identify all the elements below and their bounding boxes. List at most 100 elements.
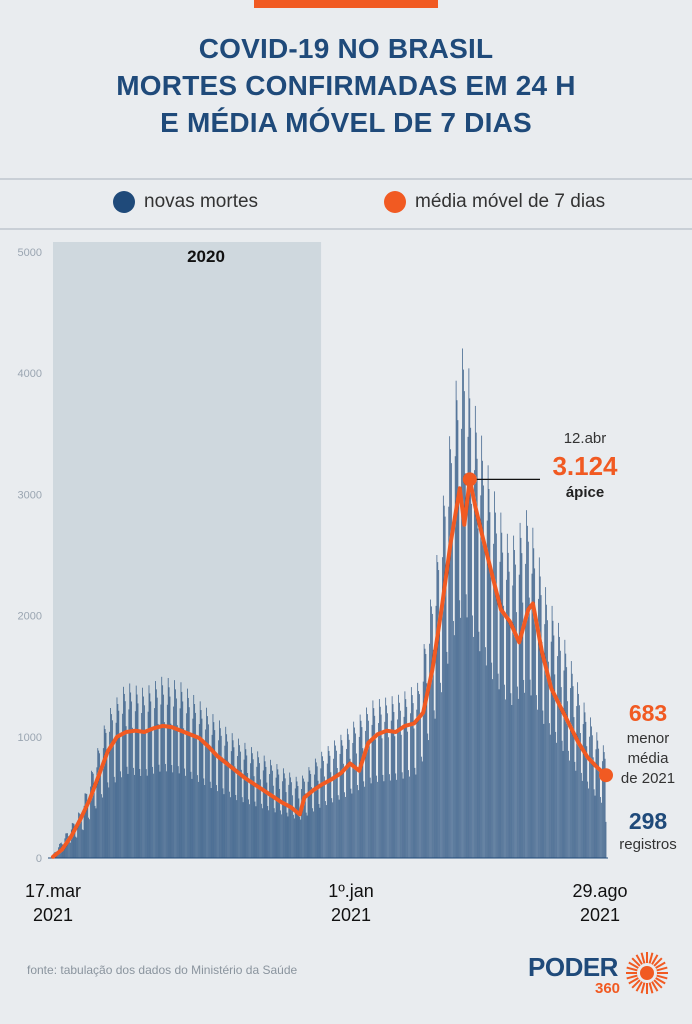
death-bar [582, 724, 584, 858]
death-bar [403, 716, 405, 858]
death-bar [87, 802, 89, 858]
death-bar [202, 742, 204, 858]
death-bar [555, 731, 557, 858]
death-bar [506, 533, 508, 858]
death-bar [263, 755, 265, 858]
death-bar [97, 748, 99, 858]
death-bar [302, 775, 303, 858]
death-bar [468, 368, 470, 858]
death-bar [258, 757, 260, 858]
death-bar [140, 775, 142, 858]
death-bar [271, 765, 272, 858]
death-bar [111, 714, 112, 858]
death-bar [175, 689, 176, 858]
death-bar [417, 682, 419, 858]
death-bar [235, 794, 237, 858]
death-bar [304, 793, 306, 858]
death-bar [147, 711, 149, 858]
logo-text: PODER [528, 952, 618, 982]
death-bar [100, 768, 101, 858]
death-bar [477, 528, 479, 858]
death-bar [464, 473, 466, 858]
death-bar [550, 641, 552, 858]
death-bar [372, 700, 374, 858]
lowest-caption-line: de 2021 [621, 770, 675, 787]
peak-caption: ápice [566, 484, 604, 501]
death-bar [591, 726, 592, 858]
death-bar [569, 760, 570, 858]
death-bar [217, 791, 218, 858]
death-bar [156, 697, 158, 858]
death-bar [159, 771, 161, 858]
death-bar [121, 777, 122, 858]
death-bar [91, 772, 93, 858]
death-bar [335, 745, 336, 858]
death-bar [200, 710, 202, 858]
death-bar [580, 733, 581, 858]
death-bar [180, 682, 182, 858]
death-bar [513, 535, 515, 858]
death-bar [69, 842, 70, 858]
death-bar [171, 765, 173, 858]
death-bar [319, 807, 321, 858]
death-bar [189, 733, 191, 858]
death-bar [435, 605, 437, 858]
death-bar [437, 562, 439, 858]
death-bar [270, 759, 271, 858]
death-bar [373, 708, 375, 858]
y-tick-label: 5000 [18, 247, 42, 259]
death-bar [523, 679, 525, 858]
death-bar [211, 734, 213, 858]
x-tick-label: 29.ago [572, 881, 627, 901]
death-bar [541, 642, 543, 858]
death-bar [495, 512, 496, 858]
death-bar [450, 449, 451, 858]
death-bar [399, 710, 401, 858]
death-bar [212, 714, 214, 858]
death-bar [291, 782, 292, 858]
death-bar [453, 635, 455, 858]
death-bar [276, 764, 278, 858]
death-bar [594, 795, 596, 858]
death-bar [410, 713, 411, 858]
logo-sun-ray [648, 982, 654, 994]
death-bar [70, 829, 72, 858]
death-bar [161, 676, 163, 858]
death-bar [123, 686, 124, 858]
death-bar [395, 773, 397, 858]
death-bar [515, 564, 516, 858]
death-bar [525, 563, 526, 858]
death-bar [321, 751, 323, 858]
death-bar [590, 717, 591, 858]
death-bar [504, 684, 505, 858]
death-bar [185, 775, 186, 858]
death-bar [120, 771, 121, 858]
death-bar [454, 456, 456, 858]
death-bar [243, 759, 245, 858]
death-bar [526, 510, 527, 858]
death-bar [507, 552, 509, 858]
death-bar [568, 750, 569, 858]
death-bar [502, 552, 504, 858]
lowest-value-label: 683 [629, 700, 667, 726]
death-bar [233, 747, 235, 858]
title-line-2: MORTES CONFIRMADAS EM 24 H [116, 70, 576, 101]
death-bar [306, 815, 308, 858]
death-bar [491, 662, 493, 858]
death-bar [510, 693, 512, 858]
death-bar [199, 701, 201, 858]
death-bar [188, 707, 190, 858]
logo: PODER 360 [528, 950, 670, 1000]
death-bar [342, 745, 344, 858]
death-bar [557, 656, 558, 858]
death-bar [308, 767, 310, 858]
death-bar [250, 763, 251, 858]
death-bar [397, 719, 398, 858]
death-bar [476, 458, 478, 858]
death-bar [113, 776, 115, 858]
death-bar [558, 622, 559, 858]
death-bar [344, 792, 345, 858]
death-bar [206, 707, 207, 858]
death-bar [252, 759, 254, 858]
peak-marker [462, 472, 477, 487]
